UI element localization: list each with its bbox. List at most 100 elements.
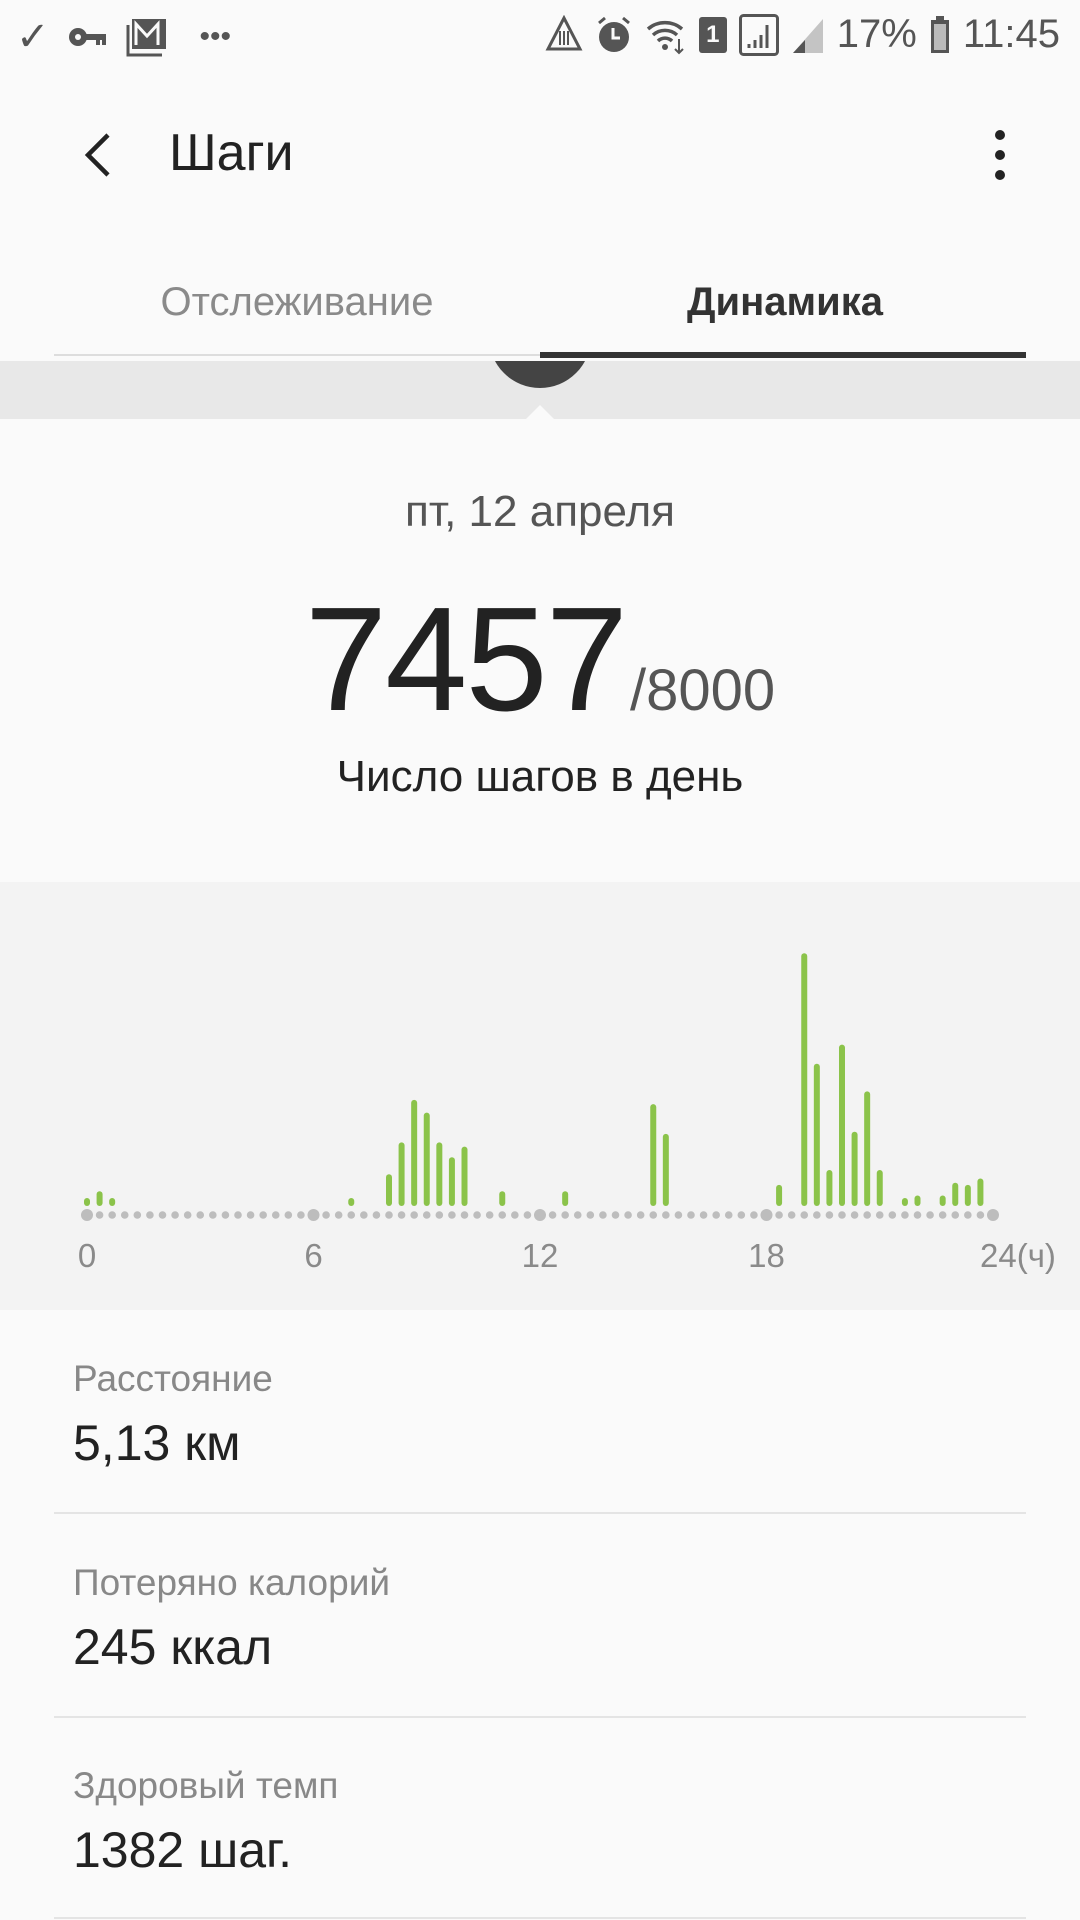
data-saver-icon bbox=[545, 14, 583, 50]
x-tick-label: 12 bbox=[522, 1237, 559, 1274]
tab-tracking[interactable]: Отслеживание bbox=[160, 280, 434, 324]
axis-dot bbox=[964, 1211, 972, 1219]
axis-dot bbox=[863, 1211, 871, 1219]
axis-dot bbox=[473, 1211, 481, 1219]
divider bbox=[54, 1917, 1026, 1919]
axis-dot bbox=[687, 1211, 695, 1219]
axis-dot bbox=[901, 1211, 909, 1219]
axis-dot bbox=[875, 1211, 884, 1219]
axis-dot bbox=[95, 1211, 104, 1219]
axis-dot bbox=[724, 1211, 733, 1219]
axis-major-dot bbox=[307, 1209, 320, 1221]
axis-dot bbox=[976, 1211, 985, 1219]
key-icon bbox=[68, 28, 106, 46]
more-vertical-icon[interactable] bbox=[980, 125, 1020, 185]
stat-distance: Расстояние 5,13 км bbox=[73, 1358, 1033, 1472]
axis-major-dot bbox=[534, 1209, 546, 1221]
axis-dot bbox=[787, 1211, 796, 1219]
tab-dynamics[interactable]: Динамика bbox=[687, 280, 883, 324]
axis-dot bbox=[825, 1211, 834, 1219]
axis-dot bbox=[360, 1211, 368, 1219]
axis-dot bbox=[838, 1211, 846, 1219]
axis-dot bbox=[813, 1211, 821, 1219]
stat-label: Расстояние bbox=[73, 1358, 273, 1399]
more-notifications-icon: ••• bbox=[199, 20, 232, 53]
steps-goal: /8000 bbox=[630, 658, 776, 723]
axis-dot bbox=[775, 1211, 783, 1219]
status-bar: ✓ ••• 1 17% 11:45 bbox=[0, 0, 1080, 75]
axis-dot bbox=[146, 1211, 154, 1219]
axis-dot bbox=[662, 1211, 670, 1219]
tab-indicator bbox=[540, 352, 1026, 358]
clock: 11:45 bbox=[962, 12, 1060, 56]
axis-dot bbox=[183, 1211, 192, 1219]
axis-dot bbox=[385, 1211, 393, 1219]
wifi-icon bbox=[646, 20, 684, 54]
axis-dot bbox=[850, 1211, 859, 1219]
stat-healthy-pace: Здоровый темп 1382 шаг. bbox=[73, 1765, 1033, 1879]
axis-dot bbox=[120, 1211, 129, 1219]
chart-svg: 0 6 12 18 24(ч) bbox=[78, 953, 1056, 1274]
axis-dot bbox=[599, 1211, 607, 1219]
axis-dot bbox=[259, 1211, 267, 1219]
axis-dot bbox=[271, 1211, 280, 1219]
axis-dot bbox=[624, 1211, 632, 1219]
axis-dot bbox=[800, 1211, 809, 1219]
axis-dot bbox=[951, 1211, 960, 1219]
stat-value: 1382 шаг. bbox=[73, 1822, 293, 1878]
x-tick-label: 24(ч) bbox=[980, 1237, 1056, 1274]
axis-dot bbox=[737, 1211, 746, 1219]
signal-icon bbox=[738, 13, 779, 56]
axis-dot bbox=[674, 1211, 683, 1219]
axis-dot bbox=[573, 1211, 582, 1219]
axis-dot bbox=[636, 1211, 645, 1219]
divider bbox=[54, 1512, 1026, 1514]
axis-dot bbox=[548, 1211, 557, 1219]
axis-dot bbox=[938, 1211, 947, 1219]
axis-dot bbox=[498, 1211, 507, 1219]
back-arrow-icon[interactable] bbox=[70, 125, 130, 185]
divider bbox=[54, 1716, 1026, 1718]
mail-icon bbox=[126, 19, 166, 57]
axis-dot bbox=[586, 1211, 595, 1219]
x-tick-label: 6 bbox=[304, 1237, 322, 1274]
stat-value: 5,13 км bbox=[73, 1415, 241, 1471]
stat-label: Здоровый темп bbox=[73, 1765, 339, 1806]
axis-dot bbox=[410, 1211, 418, 1219]
axis-dot bbox=[750, 1211, 758, 1219]
toolbar: Шаги bbox=[0, 95, 1080, 220]
axis-dot bbox=[561, 1211, 569, 1219]
axis-dot bbox=[523, 1211, 532, 1219]
axis-dot bbox=[209, 1211, 217, 1219]
axis-dot bbox=[422, 1211, 431, 1219]
axis-dot bbox=[913, 1211, 922, 1219]
axis-dot bbox=[108, 1211, 116, 1219]
x-tick-label: 18 bbox=[748, 1237, 785, 1274]
axis-major-dot bbox=[760, 1209, 773, 1221]
axis-dot bbox=[611, 1211, 620, 1219]
tab-divider bbox=[54, 354, 540, 356]
axis-dot bbox=[649, 1211, 658, 1219]
axis-dot bbox=[926, 1211, 934, 1219]
axis-dot bbox=[234, 1211, 242, 1219]
alarm-icon bbox=[597, 16, 630, 52]
sim1-icon: 1 bbox=[698, 16, 727, 53]
axis-dot bbox=[485, 1211, 494, 1219]
axis-dot bbox=[158, 1211, 167, 1219]
axis-dot bbox=[284, 1211, 293, 1219]
axis-dot bbox=[171, 1211, 179, 1219]
axis-dot bbox=[221, 1211, 230, 1219]
axis-dot bbox=[246, 1211, 255, 1219]
signal2-icon bbox=[792, 18, 823, 53]
axis-major-dot bbox=[987, 1209, 999, 1221]
axis-dot bbox=[322, 1211, 330, 1219]
x-tick-label: 0 bbox=[78, 1237, 96, 1274]
axis-dot bbox=[511, 1211, 519, 1219]
date-label: пт, 12 апреля bbox=[405, 487, 675, 536]
axis-major-dot bbox=[81, 1209, 93, 1221]
axis-dot bbox=[397, 1211, 406, 1219]
hourly-steps-chart: 0 6 12 18 24(ч) bbox=[0, 882, 1080, 1310]
axis-dot bbox=[448, 1211, 456, 1219]
axis-dot bbox=[133, 1211, 142, 1219]
axis-dot bbox=[297, 1211, 305, 1219]
